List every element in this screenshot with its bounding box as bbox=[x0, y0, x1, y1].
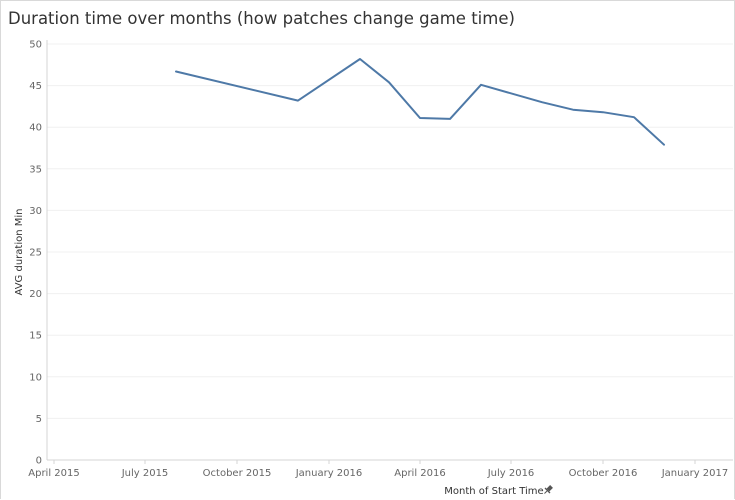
x-tick-label: April 2015 bbox=[28, 468, 79, 479]
y-tick-label: 50 bbox=[29, 40, 42, 51]
pin-needle bbox=[544, 490, 548, 494]
x-tick-label: October 2015 bbox=[203, 468, 272, 479]
data-point bbox=[449, 118, 451, 120]
y-tick-label: 25 bbox=[29, 248, 42, 259]
data-point bbox=[663, 144, 665, 146]
x-tick-label: October 2016 bbox=[569, 468, 638, 479]
data-point bbox=[633, 116, 635, 118]
data-point bbox=[419, 117, 421, 119]
series-group bbox=[175, 58, 665, 146]
y-tick-label: 40 bbox=[29, 123, 42, 134]
data-point bbox=[297, 100, 299, 102]
pin-icon[interactable] bbox=[542, 484, 554, 496]
x-tick-label: January 2017 bbox=[661, 468, 729, 479]
y-tick-label: 15 bbox=[29, 331, 42, 342]
data-point bbox=[480, 84, 482, 86]
y-tick-label: 5 bbox=[36, 414, 42, 425]
x-tick-label: July 2015 bbox=[121, 468, 169, 479]
y-axis-title: AVG duration Min bbox=[14, 209, 25, 296]
data-point bbox=[175, 70, 177, 72]
y-tick-label: 30 bbox=[29, 206, 42, 217]
pin-collar bbox=[544, 487, 551, 494]
y-tick-label: 10 bbox=[29, 372, 42, 383]
chart-title: Duration time over months (how patches c… bbox=[8, 9, 515, 28]
data-point bbox=[572, 109, 574, 111]
y-tick-label: 20 bbox=[29, 289, 42, 300]
series-line bbox=[175, 58, 665, 146]
y-tick-label: 0 bbox=[36, 456, 42, 467]
data-point bbox=[359, 58, 361, 60]
x-axis: April 2015 July 2015 October 2015 January 2… bbox=[28, 460, 728, 479]
y-tick-label: 45 bbox=[29, 81, 42, 92]
pin-head bbox=[546, 485, 553, 492]
x-axis-title: Month of Start Time bbox=[444, 486, 543, 497]
data-point bbox=[388, 81, 390, 83]
y-axis: 0 5 10 15 20 25 30 35 40 45 50 bbox=[29, 40, 48, 467]
x-tick-label: April 2016 bbox=[394, 468, 445, 479]
data-point bbox=[541, 101, 543, 103]
y-tick-label: 35 bbox=[29, 164, 42, 175]
data-point bbox=[602, 111, 604, 113]
x-tick-label: July 2016 bbox=[487, 468, 535, 479]
x-tick-label: January 2016 bbox=[295, 468, 363, 479]
gridlines bbox=[47, 43, 733, 461]
